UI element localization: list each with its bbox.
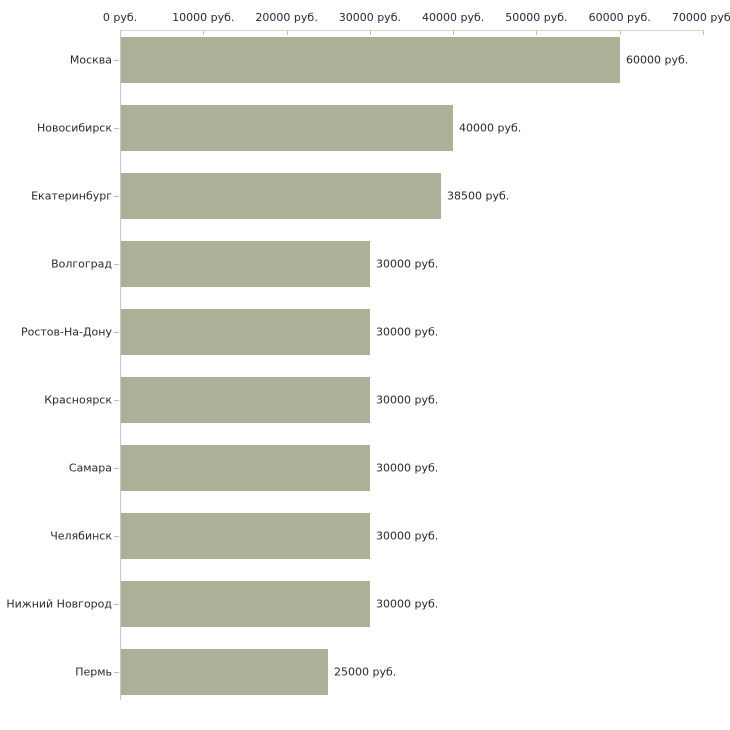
category-label: Нижний Новгород	[6, 597, 112, 611]
bar-6	[121, 377, 370, 423]
value-label: 30000 руб.	[376, 597, 439, 611]
x-axis-tick-label: 0 руб.	[102, 11, 138, 24]
x-axis-tick-mark	[703, 30, 704, 35]
value-label: 30000 руб.	[376, 461, 439, 475]
x-axis-tick-mark	[203, 30, 205, 35]
category-tick-mark	[114, 672, 119, 673]
bar-7	[121, 445, 370, 491]
category-label: Москва	[69, 53, 112, 67]
bar-4	[121, 241, 370, 287]
category-tick-mark	[114, 604, 119, 605]
value-label: 30000 руб.	[376, 325, 439, 339]
bar-2	[121, 105, 453, 151]
category-label: Самара	[68, 461, 112, 475]
bar-5	[121, 309, 370, 355]
category-label: Новосибирск	[36, 121, 112, 135]
x-axis-tick-label: 60000 руб.	[588, 11, 651, 24]
y-axis-line	[120, 30, 121, 700]
category-tick-mark	[114, 196, 119, 197]
x-axis-tick-mark	[286, 30, 288, 35]
category-label: Волгоград	[51, 257, 112, 271]
category-tick-mark	[114, 468, 119, 469]
value-label: 40000 руб.	[459, 121, 522, 135]
category-label: Красноярск	[44, 393, 112, 407]
category-label: Ростов-На-Дону	[20, 325, 112, 339]
category-tick-mark	[114, 60, 119, 61]
category-label: Пермь	[75, 665, 112, 679]
category-tick-mark	[114, 264, 119, 265]
value-label: 60000 руб.	[626, 53, 689, 67]
category-tick-mark	[114, 400, 119, 401]
x-axis-tick-mark	[369, 30, 371, 35]
x-axis-tick-label: 50000 руб.	[505, 11, 568, 24]
x-axis-line	[120, 30, 704, 31]
x-axis-tick-label: 20000 руб.	[255, 11, 318, 24]
category-label: Екатеринбург	[31, 189, 112, 203]
bar-3	[121, 173, 441, 219]
bar-9	[121, 581, 370, 627]
x-axis-tick-mark	[536, 30, 538, 35]
category-tick-mark	[114, 332, 119, 333]
value-label: 30000 руб.	[376, 393, 439, 407]
value-label: 30000 руб.	[376, 257, 439, 271]
x-axis-tick-mark	[619, 30, 621, 35]
x-axis-tick-label: 40000 руб.	[422, 11, 485, 24]
bar-10	[121, 649, 328, 695]
x-axis-tick-label: 70000 руб.	[671, 11, 730, 24]
value-label: 25000 руб.	[334, 665, 397, 679]
x-axis-tick-label: 30000 руб.	[338, 11, 401, 24]
value-label: 30000 руб.	[376, 529, 439, 543]
category-tick-mark	[114, 536, 119, 537]
bar-8	[121, 513, 370, 559]
category-tick-mark	[114, 128, 119, 129]
bar-1	[121, 37, 620, 83]
category-label: Челябинск	[50, 529, 112, 543]
x-axis-tick-mark	[453, 30, 455, 35]
value-label: 38500 руб.	[447, 189, 510, 203]
x-axis-tick-label: 10000 руб.	[172, 11, 235, 24]
